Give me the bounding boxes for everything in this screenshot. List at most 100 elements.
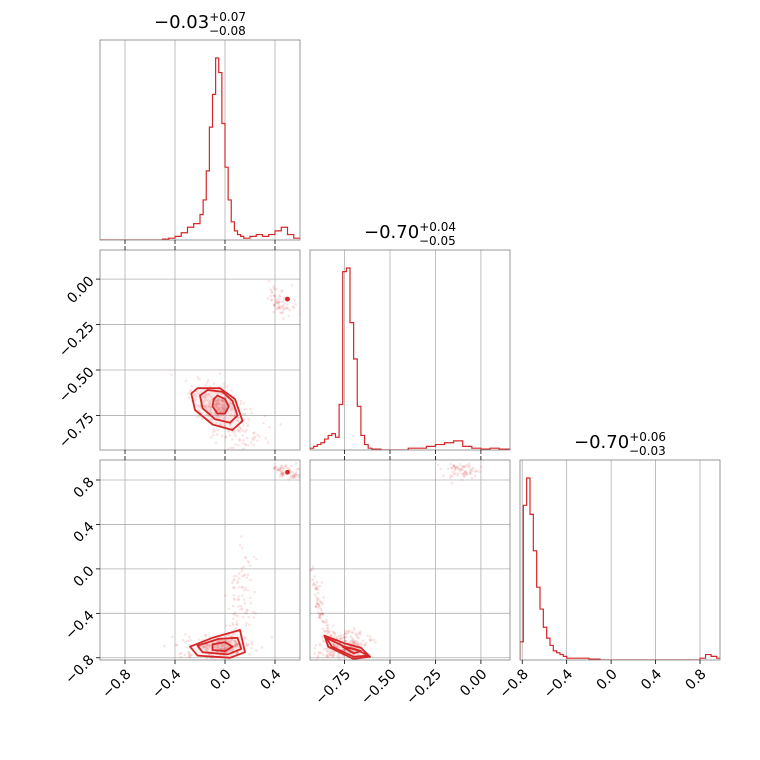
sample-point: [253, 590, 256, 594]
sample-point: [198, 405, 202, 409]
sample-point: [225, 651, 228, 654]
x-tick-label: −0.25: [403, 666, 445, 708]
sample-point: [350, 630, 354, 634]
sample-point: [240, 607, 244, 611]
sample-point: [267, 441, 270, 444]
sample-point: [236, 451, 239, 454]
sample-point: [226, 639, 230, 642]
sample-point: [319, 644, 322, 647]
sample-point: [276, 301, 279, 305]
sample-point: [230, 405, 234, 409]
sample-point: [436, 463, 440, 467]
sample-point: [243, 412, 247, 416]
sample-point: [284, 463, 288, 467]
sample-point: [229, 422, 232, 426]
sample-point: [273, 466, 276, 470]
sample-point: [470, 476, 474, 480]
sample-point: [203, 633, 207, 637]
sample-point: [201, 395, 204, 399]
sample-point: [316, 588, 320, 592]
sample-point: [270, 290, 274, 294]
sample-point: [317, 602, 321, 606]
sample-point: [197, 392, 200, 396]
sample-point: [223, 385, 226, 389]
sample-point: [354, 632, 357, 636]
sample-point: [241, 594, 244, 597]
sample-point: [469, 467, 472, 471]
sample-point: [318, 615, 321, 619]
sample-point: [245, 576, 249, 579]
sample-point: [249, 596, 252, 600]
y-tick-label: −0.25: [56, 319, 98, 361]
sample-point: [318, 615, 322, 619]
sample-point: [291, 305, 295, 308]
sample-point: [460, 468, 463, 471]
sample-point: [246, 559, 250, 563]
sample-point: [273, 294, 277, 298]
sample-point: [344, 632, 347, 635]
sample-point: [461, 468, 464, 471]
sample-point: [286, 303, 289, 306]
sample-point: [218, 402, 221, 406]
sample-point: [204, 403, 208, 407]
sample-point: [234, 443, 237, 446]
sample-point: [171, 635, 174, 639]
sample-point: [255, 649, 258, 652]
sample-point: [204, 406, 208, 409]
sample-point: [244, 556, 247, 560]
sample-point: [231, 623, 235, 627]
sample-point: [273, 303, 276, 307]
sample-point: [233, 432, 236, 436]
x-tick-label: −0.50: [358, 666, 400, 708]
sample-point: [467, 462, 471, 466]
histogram-panel-1: −0.70+0.04 −0.05: [309, 220, 511, 454]
sample-point: [232, 575, 236, 578]
sample-point: [311, 567, 314, 571]
sample-point: [233, 578, 236, 581]
sample-point: [343, 639, 347, 643]
sample-point: [262, 421, 265, 425]
sample-point: [316, 654, 320, 657]
sample-point: [252, 443, 256, 447]
sample-point: [214, 464, 217, 467]
sample-point: [236, 416, 240, 420]
sample-point: [326, 624, 330, 627]
sample-point: [244, 624, 248, 628]
sample-point: [317, 616, 321, 619]
contour-level-2: [190, 387, 244, 431]
sample-point: [215, 433, 219, 436]
sample-point: [222, 382, 226, 386]
sample-point: [463, 465, 467, 469]
sample-point: [208, 399, 212, 403]
sample-point: [178, 652, 181, 656]
sample-point: [187, 651, 190, 654]
sample-point: [291, 470, 295, 474]
histogram-title: −0.70+0.06 −0.03: [574, 430, 666, 458]
sample-point: [245, 644, 249, 648]
sample-point: [238, 438, 241, 441]
sample-point: [267, 279, 271, 283]
sample-point: [210, 656, 213, 660]
sample-point: [318, 584, 322, 588]
sample-point: [202, 644, 205, 648]
sample-point: [214, 413, 218, 417]
sample-point: [453, 469, 457, 472]
sample-point: [237, 594, 241, 598]
sample-point: [255, 557, 258, 561]
sample-point: [280, 472, 284, 476]
sample-point: [282, 471, 285, 475]
sample-point: [187, 396, 190, 399]
histogram-steps: [310, 267, 510, 450]
sample-point: [281, 304, 285, 307]
sample-point: [326, 632, 329, 635]
sample-point: [188, 654, 191, 657]
sample-point: [216, 407, 219, 411]
sample-point: [357, 636, 361, 640]
sample-point: [344, 631, 347, 635]
sample-point: [294, 461, 298, 465]
sample-point: [317, 604, 321, 608]
sample-point: [353, 640, 356, 644]
sample-point: [279, 469, 282, 473]
sample-point: [289, 475, 292, 479]
